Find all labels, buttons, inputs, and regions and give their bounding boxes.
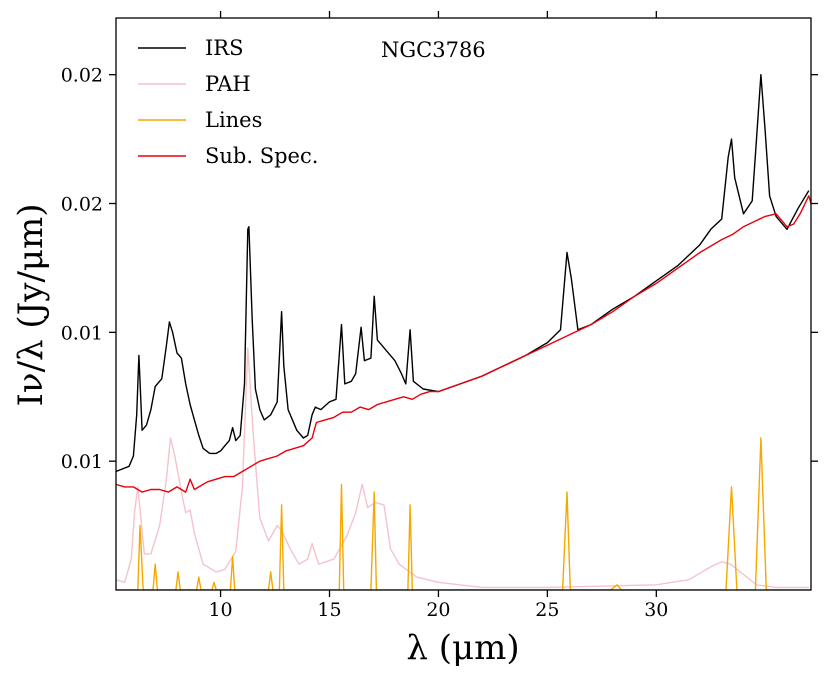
y-tick-label: 0.02 (61, 194, 103, 216)
legend-item: PAH (138, 72, 251, 96)
plot-frame (115, 17, 812, 591)
series-line-pah (116, 347, 809, 589)
legend-label: IRS (205, 36, 244, 60)
legend-item: Lines (138, 108, 262, 132)
series-line-lines (116, 437, 811, 590)
y-tick-label: 0.01 (61, 451, 103, 473)
legend-label: Sub. Spec. (205, 144, 318, 168)
series-line-irs (116, 74, 810, 473)
legend-item: Sub. Spec. (138, 144, 318, 168)
x-axis-label: λ (μm) (406, 628, 519, 668)
x-tick-label: 30 (644, 599, 668, 621)
x-tick-label: 15 (317, 599, 341, 621)
plot-border (115, 17, 812, 591)
y-axis-label: Iν/λ (Jy/μm) (11, 203, 51, 406)
legend-label: PAH (205, 72, 251, 96)
legend-item: IRS (138, 36, 244, 60)
series-line-sub-spec (116, 195, 811, 493)
y-tick-label: 0.01 (61, 322, 103, 344)
x-tick-label: 25 (535, 599, 559, 621)
x-tick-label: 20 (426, 599, 450, 621)
x-tick-label: 10 (208, 599, 232, 621)
axis-ticks: 10 15 20 25 30 0.01 0.01 0.02 0.02 (61, 11, 818, 621)
chart-title: NGC3786 (381, 38, 486, 62)
series-layer (116, 74, 811, 590)
y-tick-label: 0.02 (61, 65, 103, 87)
legend-label: Lines (205, 108, 262, 132)
legend: IRS PAH Lines Sub. Spec. (138, 36, 318, 168)
